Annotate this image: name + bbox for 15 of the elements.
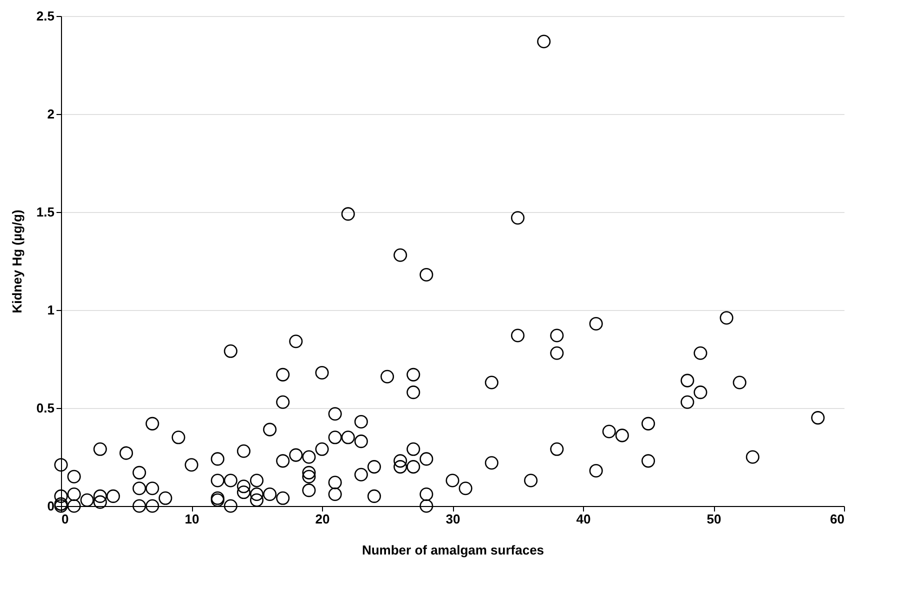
x-axis-title: Number of amalgam surfaces	[362, 542, 544, 558]
y-tick-label: 1.5	[36, 204, 54, 220]
y-axis-title: Kidney Hg (µg/g)	[9, 210, 24, 314]
x-tick-label: 20	[315, 512, 330, 526]
y-tick-label: 1	[47, 302, 54, 318]
y-tick-label: 2	[47, 106, 54, 122]
x-tick-label: 0	[62, 512, 69, 526]
x-tick-label: 10	[184, 512, 200, 526]
x-tick-label: 60	[830, 512, 844, 526]
x-tick-label: 30	[446, 512, 460, 526]
y-tick-label: 2.5	[36, 8, 54, 24]
y-tick-label: 0.5	[36, 400, 54, 416]
x-tick-label: 50	[706, 512, 722, 526]
x-tick-label: 40	[576, 512, 591, 526]
y-tick-label: 0	[47, 498, 54, 514]
